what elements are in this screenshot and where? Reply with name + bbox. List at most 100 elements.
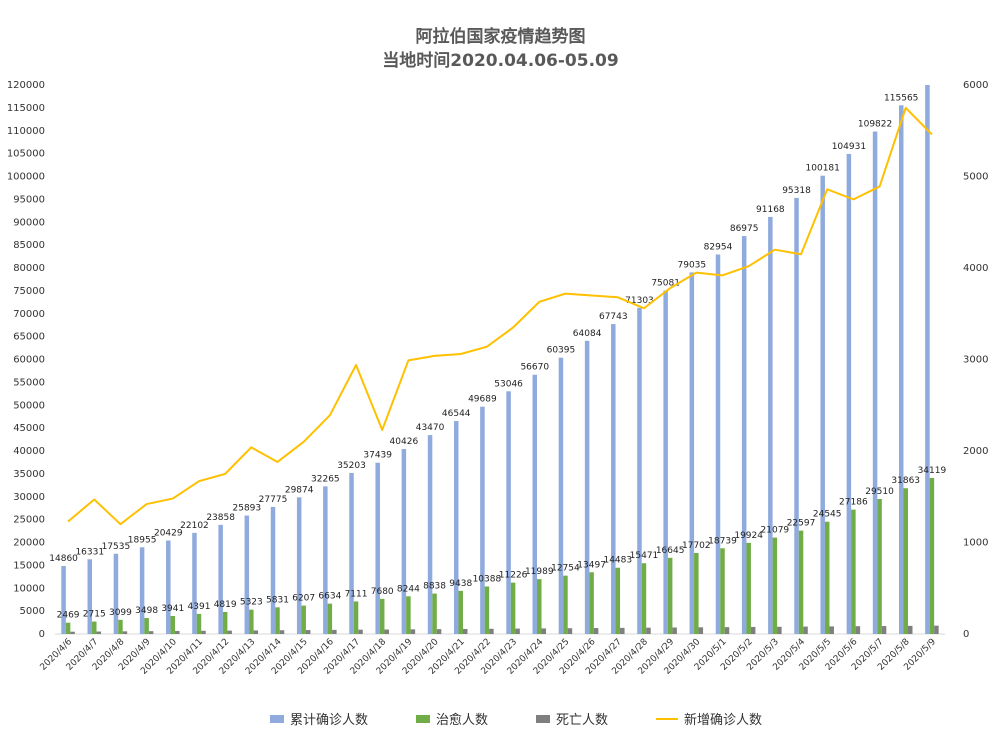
data-label-cumulative: 35203	[337, 461, 366, 471]
bar-deaths	[672, 627, 677, 634]
bar-recovered	[667, 557, 673, 634]
legend-item-cumulative[interactable]: 累计确诊人数	[270, 709, 368, 728]
data-label-cumulative: 29874	[285, 485, 314, 495]
y-tick-left: 0	[39, 629, 45, 640]
data-label-cumulative: 17535	[102, 542, 131, 552]
data-label-recovered: 3941	[161, 604, 184, 614]
data-label-recovered: 3498	[135, 606, 158, 616]
bar-deaths	[567, 628, 573, 634]
bar-deaths	[122, 631, 128, 634]
data-label-cumulative: 18955	[128, 535, 157, 545]
legend-label-recovered: 治愈人数	[436, 713, 489, 728]
data-label-cumulative: 25893	[233, 504, 262, 514]
bar-recovered	[406, 596, 411, 634]
data-label-recovered: 19924	[734, 531, 763, 541]
bar-recovered	[537, 579, 542, 634]
bar-deaths	[803, 626, 808, 634]
bar-cumulative	[61, 566, 66, 634]
bar-cumulative	[584, 340, 590, 634]
bar-deaths	[541, 628, 547, 634]
data-label-cumulative: 109822	[858, 120, 892, 130]
bar-recovered	[222, 611, 228, 634]
data-label-recovered: 3099	[109, 608, 132, 618]
bar-deaths	[279, 630, 285, 634]
data-label-recovered: 5323	[240, 598, 263, 608]
data-label-cumulative: 27775	[259, 495, 288, 505]
bar-recovered	[720, 548, 725, 634]
y-tick-right: 2000	[963, 446, 988, 457]
data-label-cumulative: 64084	[573, 329, 602, 339]
bar-cumulative	[794, 197, 799, 634]
bar-cumulative	[139, 547, 145, 634]
y-tick-right: 6000	[963, 80, 988, 91]
bar-cumulative	[113, 553, 119, 634]
bar-cumulative	[663, 290, 668, 634]
y-tick-left: 120000	[7, 80, 45, 91]
y-tick-left: 15000	[13, 560, 45, 571]
y-tick-right: 3000	[963, 355, 988, 366]
data-label-recovered: 2715	[83, 610, 106, 620]
bar-cumulative	[872, 131, 878, 635]
y-tick-left: 100000	[7, 172, 45, 183]
legend-item-new-cases[interactable]: 新增确诊人数	[656, 709, 762, 728]
bar-deaths	[646, 627, 651, 634]
bar-recovered	[615, 567, 621, 634]
bar-recovered	[379, 598, 385, 634]
bar-deaths	[724, 627, 730, 634]
data-label-recovered: 8838	[423, 582, 446, 592]
bar-recovered	[196, 613, 202, 634]
y-tick-left: 85000	[13, 240, 45, 251]
data-label-recovered: 7111	[345, 589, 368, 599]
chart-subtitle: 当地时间2020.04.06-05.09	[382, 51, 619, 71]
data-label-cumulative: 32265	[311, 474, 340, 484]
y-tick-left: 110000	[7, 126, 45, 137]
bar-deaths	[410, 629, 416, 634]
data-label-recovered: 16645	[656, 546, 685, 556]
data-label-recovered: 18739	[708, 536, 737, 546]
bar-cumulative	[296, 497, 302, 634]
data-label-recovered: 27186	[839, 498, 868, 508]
bar-deaths	[907, 625, 913, 634]
legend-swatch-recovered	[416, 714, 431, 723]
bar-recovered	[929, 477, 935, 634]
data-label-recovered: 14483	[603, 556, 632, 566]
bar-cumulative	[611, 324, 616, 634]
bar-cumulative	[401, 449, 407, 634]
data-label-cumulative: 56670	[520, 363, 549, 373]
bar-deaths	[70, 631, 75, 634]
legend-item-deaths[interactable]: 死亡人数	[536, 709, 608, 728]
data-label-recovered: 6634	[318, 592, 341, 602]
data-label-recovered: 31863	[891, 476, 920, 486]
y-tick-left: 45000	[13, 423, 45, 434]
bar-deaths	[698, 627, 704, 634]
bar-recovered	[510, 582, 516, 634]
data-label-recovered: 29510	[865, 487, 894, 497]
legend-label-cumulative: 累计确诊人数	[290, 713, 369, 728]
data-label-cumulative: 16331	[75, 547, 104, 557]
y-tick-left: 65000	[13, 332, 45, 343]
data-label-cumulative: 71303	[625, 296, 654, 306]
bar-cumulative	[741, 236, 747, 635]
bar-recovered	[877, 498, 882, 634]
y-tick-left: 30000	[13, 492, 45, 503]
bar-cumulative	[218, 524, 223, 634]
bar-recovered	[798, 530, 804, 634]
bar-cumulative	[166, 540, 171, 634]
y-tick-left: 70000	[13, 309, 45, 320]
bar-recovered	[746, 542, 751, 634]
y-tick-left: 10000	[13, 583, 45, 594]
bar-deaths	[175, 630, 180, 634]
data-label-cumulative: 40426	[390, 437, 419, 447]
bar-deaths	[201, 630, 206, 634]
bar-recovered	[353, 601, 359, 634]
data-label-cumulative: 22102	[180, 521, 209, 531]
line-new-cases	[67, 106, 933, 526]
bar-deaths	[462, 628, 468, 634]
bar-cumulative	[637, 307, 642, 634]
bar-cumulative	[453, 421, 459, 634]
data-label-cumulative: 79035	[678, 260, 707, 270]
y-tick-right: 4000	[963, 263, 988, 274]
data-label-cumulative: 46544	[442, 409, 471, 419]
legend-item-recovered[interactable]: 治愈人数	[416, 709, 488, 728]
bar-recovered	[589, 572, 594, 634]
